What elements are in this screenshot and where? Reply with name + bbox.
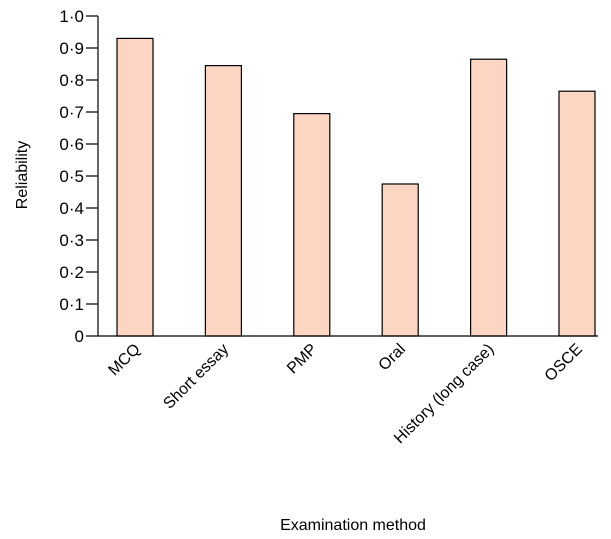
y-tick-label: 0·3	[59, 231, 84, 250]
x-tick-label: Short essay	[160, 341, 232, 413]
y-tick-label: 0·5	[59, 167, 84, 186]
y-tick-label: 0·7	[59, 103, 84, 122]
bar	[470, 58, 508, 337]
y-tick-label: 0	[75, 327, 84, 346]
y-tick-label: 1·0	[59, 7, 84, 26]
bar	[293, 112, 331, 337]
y-axis: 0 0·1 0·2 0·3 0·4 0·5 0·6 0·7 0·8 0·9 1·0	[59, 7, 99, 346]
bar	[116, 37, 154, 337]
x-axis-title: Examination method	[280, 517, 426, 534]
y-axis-title: Reliability	[14, 141, 31, 209]
x-tick-label: OSCE	[542, 341, 586, 385]
y-tick-label: 0·4	[59, 199, 84, 218]
y-tick-label: 0·1	[59, 295, 84, 314]
y-tick-label: 0·6	[59, 135, 84, 154]
x-tick-label: MCQ	[105, 341, 143, 379]
x-tick-label: PMP	[284, 341, 321, 378]
y-tick-label: 0·9	[59, 39, 84, 58]
bar	[381, 183, 419, 337]
bar	[204, 64, 242, 337]
x-tick-label: Oral	[376, 341, 409, 374]
y-tick-label: 0·2	[59, 263, 84, 282]
bars	[116, 37, 596, 337]
y-tick-label: 0·8	[59, 71, 84, 90]
bar	[558, 90, 596, 337]
x-tick-label: History (long case)	[391, 341, 497, 447]
